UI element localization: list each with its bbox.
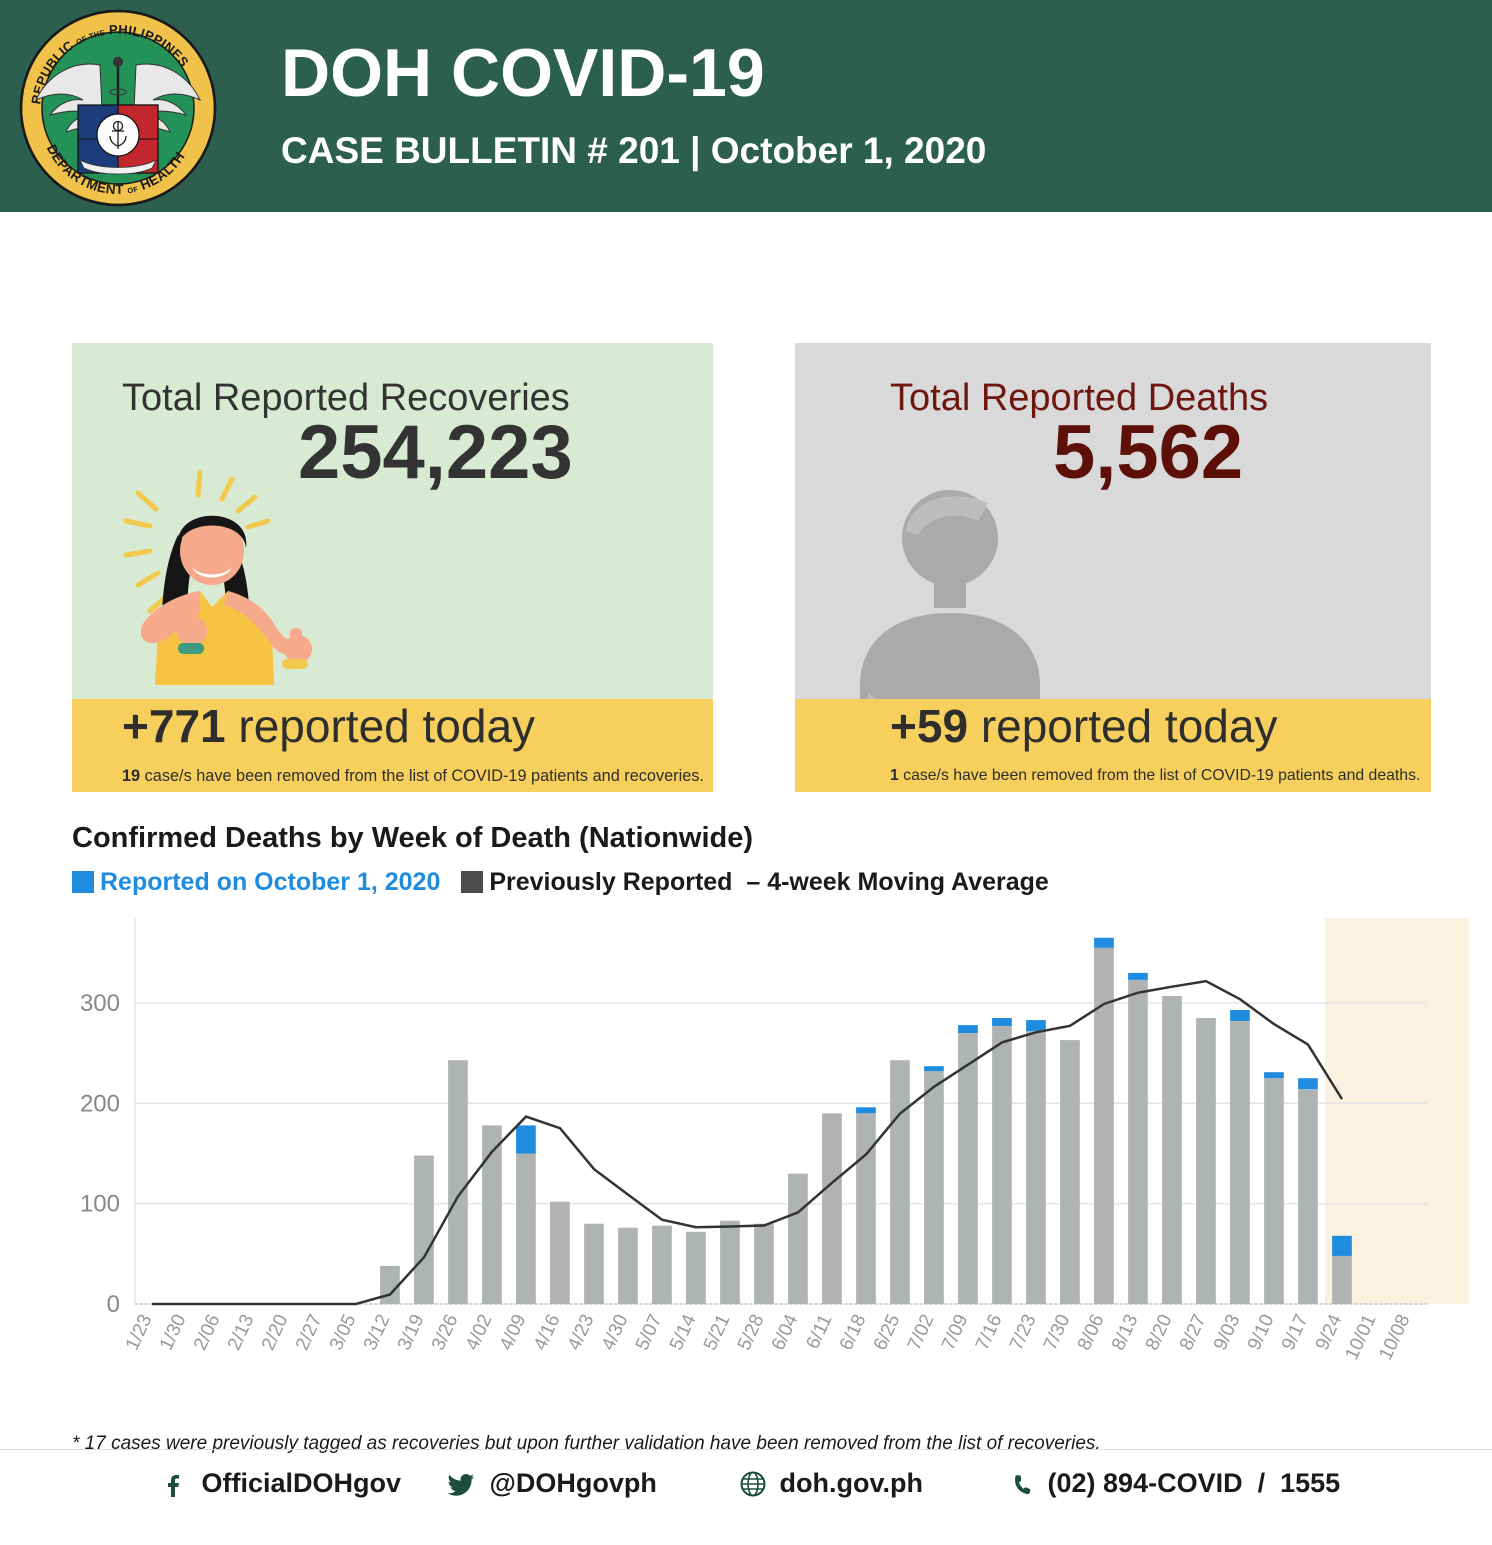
svg-text:5/28: 5/28 bbox=[734, 1311, 769, 1353]
svg-text:1/23: 1/23 bbox=[122, 1311, 157, 1353]
svg-text:2/20: 2/20 bbox=[258, 1311, 293, 1353]
svg-text:6/04: 6/04 bbox=[768, 1311, 803, 1354]
svg-text:7/30: 7/30 bbox=[1040, 1311, 1075, 1353]
svg-text:4/30: 4/30 bbox=[598, 1311, 633, 1353]
svg-text:8/27: 8/27 bbox=[1176, 1311, 1211, 1353]
svg-text:5/21: 5/21 bbox=[700, 1311, 735, 1353]
svg-text:7/23: 7/23 bbox=[1006, 1311, 1041, 1353]
svg-text:2/06: 2/06 bbox=[190, 1311, 225, 1353]
svg-text:3/26: 3/26 bbox=[428, 1311, 463, 1353]
svg-text:2/13: 2/13 bbox=[224, 1311, 259, 1353]
svg-text:100: 100 bbox=[80, 1191, 120, 1218]
svg-text:6/25: 6/25 bbox=[870, 1311, 905, 1353]
svg-text:5/07: 5/07 bbox=[632, 1311, 667, 1353]
svg-text:4/23: 4/23 bbox=[564, 1311, 599, 1353]
svg-text:10/01: 10/01 bbox=[1341, 1311, 1380, 1363]
svg-text:6/11: 6/11 bbox=[802, 1311, 836, 1352]
svg-text:8/06: 8/06 bbox=[1074, 1311, 1109, 1353]
svg-text:1/30: 1/30 bbox=[156, 1311, 191, 1353]
svg-text:4/09: 4/09 bbox=[496, 1311, 531, 1353]
svg-text:9/10: 9/10 bbox=[1244, 1311, 1279, 1353]
svg-text:9/03: 9/03 bbox=[1210, 1311, 1245, 1353]
svg-text:5/14: 5/14 bbox=[666, 1311, 701, 1354]
svg-text:9/24: 9/24 bbox=[1312, 1311, 1347, 1354]
svg-text:8/20: 8/20 bbox=[1142, 1311, 1177, 1353]
svg-text:7/02: 7/02 bbox=[904, 1311, 939, 1353]
svg-text:3/12: 3/12 bbox=[360, 1311, 395, 1353]
svg-text:9/17: 9/17 bbox=[1278, 1311, 1313, 1353]
svg-text:300: 300 bbox=[80, 990, 120, 1017]
svg-text:0: 0 bbox=[107, 1291, 120, 1318]
svg-text:10/08: 10/08 bbox=[1375, 1311, 1414, 1363]
svg-text:200: 200 bbox=[80, 1090, 120, 1117]
svg-text:4/02: 4/02 bbox=[462, 1311, 497, 1353]
svg-text:4/16: 4/16 bbox=[530, 1311, 565, 1353]
svg-text:7/09: 7/09 bbox=[938, 1311, 973, 1353]
svg-text:2/27: 2/27 bbox=[292, 1311, 327, 1353]
svg-text:8/13: 8/13 bbox=[1108, 1311, 1143, 1353]
svg-text:6/18: 6/18 bbox=[836, 1311, 871, 1353]
svg-text:3/05: 3/05 bbox=[326, 1311, 361, 1353]
svg-text:7/16: 7/16 bbox=[972, 1311, 1007, 1353]
svg-text:3/19: 3/19 bbox=[394, 1311, 429, 1353]
